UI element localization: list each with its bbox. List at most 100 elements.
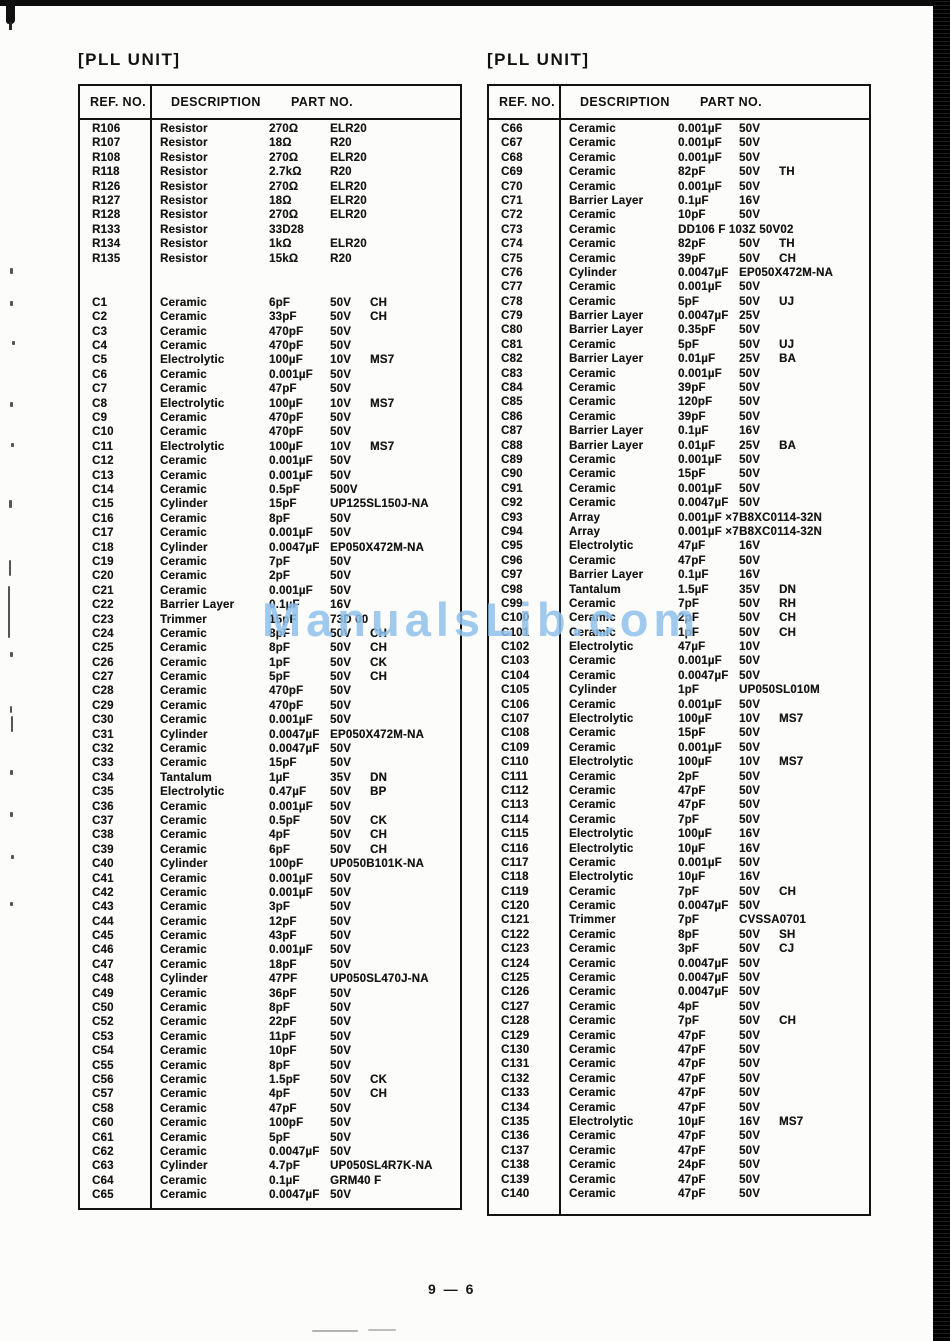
- cell-value: 0.01µF: [678, 353, 716, 366]
- cell-description: Ceramic: [569, 813, 616, 826]
- cell-value: 39pF: [678, 382, 706, 395]
- table-row: C22 Barrier Layer 0.1µF 16V: [80, 598, 460, 612]
- cell-value: 0.0047µF: [678, 497, 729, 510]
- table-row: C106 Ceramic 0.001µF 50V: [489, 698, 869, 712]
- table-row: C80 Barrier Layer 0.35pF 50V: [489, 323, 869, 337]
- table-row: C1 Ceramic 6pF 50V CH: [80, 296, 460, 310]
- cell-description: Ceramic: [160, 1189, 207, 1202]
- cell-ref-no: R134: [92, 238, 121, 251]
- cell-ref-no: C89: [501, 453, 523, 466]
- cell-part-no: 50V: [330, 1117, 352, 1130]
- cell-part-no: 50V: [739, 554, 761, 567]
- cell-description: Ceramic: [569, 410, 616, 423]
- cell-part-no: 50V: [739, 1159, 761, 1172]
- table-row: C30 Ceramic 0.001µF 50V: [80, 713, 460, 727]
- table-row: C37 Ceramic 0.5pF 50V CK: [80, 814, 460, 828]
- cell-ref-no: C100: [501, 612, 530, 625]
- header-ref-no: REF. NO.: [499, 95, 555, 109]
- cell-ref-no: C82: [501, 353, 523, 366]
- cell-description: Electrolytic: [569, 828, 634, 841]
- table-row: R128 Resistor 270Ω ELR20: [80, 208, 460, 222]
- cell-description: Ceramic: [569, 986, 616, 999]
- cell-value: 100µF: [269, 354, 303, 367]
- table-row: C87 Barrier Layer 0.1µF 16V: [489, 424, 869, 438]
- cell-description: Ceramic: [569, 784, 616, 797]
- cell-part-no: 50V: [330, 814, 352, 827]
- cell-ref-no: C39: [92, 843, 114, 856]
- cell-value: 0.0047µF: [678, 957, 729, 970]
- table-row: C66 Ceramic 0.001µF 50V: [489, 122, 869, 136]
- cell-description: Ceramic: [160, 699, 207, 712]
- cell-ref-no: C72: [501, 209, 523, 222]
- cell-part-no: 50V: [330, 800, 352, 813]
- table-row: C138 Ceramic 24pF 50V: [489, 1158, 869, 1172]
- cell-value: 7pF: [678, 914, 700, 927]
- cell-value: 82pF: [678, 238, 706, 251]
- table-row: R107 Resistor 18Ω R20: [80, 136, 460, 150]
- cell-ref-no: C43: [92, 901, 114, 914]
- cell-ref-no: C77: [501, 281, 523, 294]
- cell-ref-no: C13: [92, 469, 114, 482]
- cell-part-no: 50V: [739, 770, 761, 783]
- cell-grade: MS7: [370, 440, 395, 453]
- cell-value: 11pF: [269, 1030, 297, 1043]
- cell-value: 2pF: [269, 570, 291, 583]
- cell-part-no: 50V: [739, 151, 761, 164]
- cell-part-no: 50V: [739, 180, 761, 193]
- cell-value: 0.001µF: [269, 455, 313, 468]
- scan-artifact: [368, 1329, 396, 1331]
- cell-part-no: 50V: [330, 872, 352, 885]
- cell-description: Tantalum: [160, 771, 212, 784]
- cell-part-no: 50V: [330, 1102, 352, 1115]
- cell-grade: MS7: [779, 1115, 804, 1128]
- cell-grade: CH: [370, 642, 388, 655]
- cell-description: Cylinder: [160, 973, 208, 986]
- table-row: C70 Ceramic 0.001µF 50V: [489, 180, 869, 194]
- cell-description: Ceramic: [160, 656, 207, 669]
- cell-description: Ceramic: [569, 957, 616, 970]
- cell-grade: CK: [370, 814, 388, 827]
- cell-part-no: R20: [330, 252, 352, 265]
- cell-description: Cylinder: [160, 728, 208, 741]
- scan-artifact: [11, 443, 14, 447]
- cell-ref-no: C66: [501, 123, 523, 135]
- cell-value: 0.0047µF: [678, 900, 729, 913]
- cell-description: Ceramic: [160, 714, 207, 727]
- cell-value: 8pF: [678, 928, 700, 941]
- cell-part-no: 50V: [330, 584, 352, 597]
- cell-part-no: EP050X472M-NA: [739, 266, 834, 279]
- table-row: C137 Ceramic 47pF 50V: [489, 1144, 869, 1158]
- cell-description: Resistor: [160, 137, 208, 150]
- cell-value: 4.7pF: [269, 1160, 301, 1173]
- cell-value: 7pF: [678, 1015, 700, 1028]
- cell-part-no: 50V: [330, 886, 352, 899]
- cell-part-no: 50V: [739, 238, 761, 251]
- cell-part-no: 50V: [739, 1187, 761, 1200]
- table-row: C52 Ceramic 22pF 50V: [80, 1015, 460, 1029]
- table-row: C85 Ceramic 120pF 50V: [489, 395, 869, 409]
- cell-value: 39pF: [678, 252, 706, 265]
- cell-description: Electrolytic: [569, 1115, 634, 1128]
- cell-grade: MS7: [370, 354, 395, 367]
- cell-ref-no: C61: [92, 1131, 114, 1144]
- cell-grade: CK: [370, 1074, 388, 1086]
- cell-part-no: 50V: [739, 1087, 761, 1100]
- table-row: C63 Cylinder 4.7pF UP050SL4R7K-NA: [80, 1159, 460, 1173]
- cell-description: Ceramic: [160, 584, 207, 597]
- cell-ref-no: C128: [501, 1015, 530, 1028]
- cell-part-no: 50V: [739, 1173, 761, 1186]
- cell-description: Ceramic: [569, 900, 616, 913]
- table-row: C28 Ceramic 470pF 50V: [80, 684, 460, 698]
- table-row: C14 Ceramic 0.5pF 500V: [80, 483, 460, 497]
- cell-value: 43pF: [269, 930, 297, 943]
- cell-value: 33D28: [269, 223, 304, 236]
- cell-part-no: 50V: [739, 943, 761, 956]
- cell-part-no: ELR20: [330, 123, 367, 135]
- cell-value: 10µF: [678, 871, 706, 884]
- cell-value: 8pF: [269, 1002, 291, 1015]
- cell-description: Ceramic: [569, 367, 616, 380]
- cell-value: 0.0047µF: [678, 972, 729, 985]
- table-row: C18 Cylinder 0.0047µF EP050X472M-NA: [80, 541, 460, 555]
- table-row: C10 Ceramic 470pF 50V: [80, 425, 460, 439]
- cell-description: Barrier Layer: [569, 439, 644, 452]
